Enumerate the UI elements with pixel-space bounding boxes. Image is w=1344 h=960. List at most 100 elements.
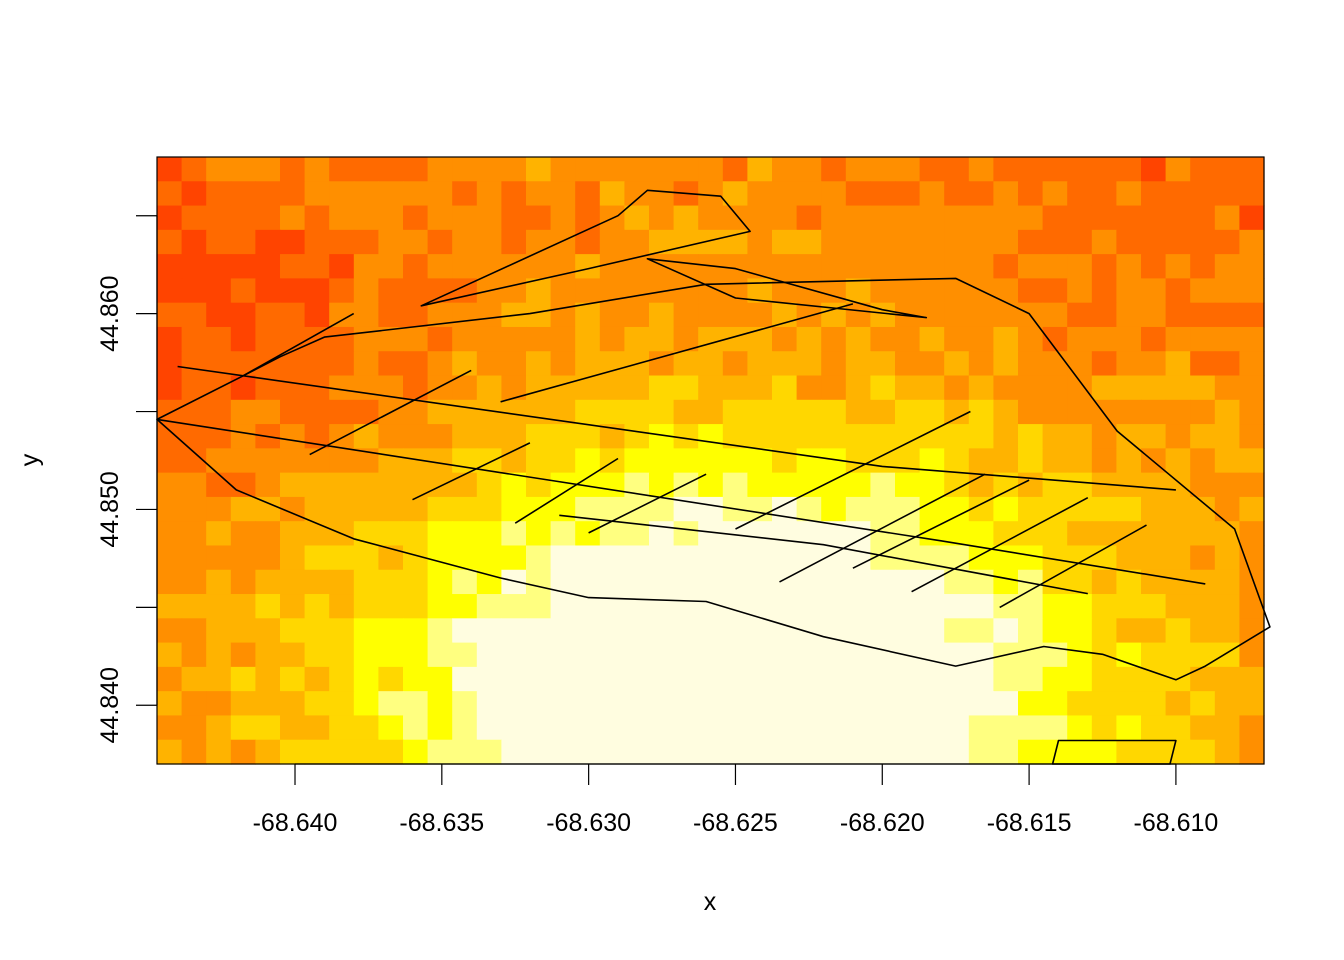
raster-cell: [1190, 521, 1216, 547]
raster-cell: [722, 302, 748, 328]
raster-cell: [353, 375, 379, 401]
raster-cell: [722, 254, 748, 279]
raster-cell: [304, 157, 330, 182]
raster-cell: [206, 399, 232, 425]
polygon-overlay: [156, 189, 1271, 765]
raster-cell: [230, 157, 256, 182]
raster-cell: [329, 278, 355, 304]
raster-cell: [599, 326, 625, 352]
raster-cell: [476, 326, 502, 352]
raster-cell: [1141, 739, 1167, 765]
raster-cell: [255, 448, 281, 474]
raster-cell: [796, 642, 822, 668]
raster-cell: [944, 229, 970, 255]
raster-cell: [1141, 715, 1167, 741]
raster-cell: [1067, 691, 1093, 717]
raster-cell: [845, 594, 871, 619]
raster-cell: [157, 302, 183, 328]
raster-cell: [181, 545, 207, 571]
raster-cell: [206, 302, 232, 328]
raster-cell: [919, 496, 945, 522]
raster-cell: [919, 278, 945, 304]
raster-cell: [181, 351, 207, 377]
raster-cell: [968, 326, 994, 352]
raster-cell: [845, 181, 871, 207]
raster-cell: [550, 181, 576, 207]
raster-cell: [796, 229, 822, 255]
raster-cell: [575, 666, 601, 692]
raster-cell: [1116, 351, 1142, 377]
raster-cell: [968, 229, 994, 255]
raster-cell: [796, 326, 822, 352]
raster-cell: [821, 496, 847, 522]
raster-cell: [821, 424, 847, 449]
raster-cell: [280, 642, 306, 668]
raster-cell: [1239, 375, 1265, 401]
raster-cell: [772, 229, 798, 255]
raster-cell: [993, 739, 1019, 765]
raster-cell: [649, 448, 675, 474]
raster-cell: [1214, 181, 1240, 207]
raster-cell: [403, 618, 429, 644]
raster-cell: [353, 496, 379, 522]
raster-cell: [698, 326, 724, 352]
raster-cell: [1141, 642, 1167, 668]
raster-cell: [181, 666, 207, 692]
raster-cell: [747, 181, 773, 207]
raster-cell: [821, 472, 847, 498]
raster-cell: [698, 691, 724, 717]
raster-cell: [157, 278, 183, 304]
raster-cell: [206, 618, 232, 644]
raster-cell: [550, 157, 576, 182]
raster-cell: [599, 666, 625, 692]
raster-cell: [1091, 351, 1117, 377]
raster-cell: [1018, 205, 1044, 231]
raster-cell: [796, 666, 822, 692]
raster-cell: [1116, 375, 1142, 401]
raster-cell: [1067, 496, 1093, 522]
raster-cell: [944, 326, 970, 352]
raster-cell: [845, 229, 871, 255]
raster-cell: [993, 618, 1019, 644]
raster-cell: [1091, 326, 1117, 352]
raster-cell: [944, 399, 970, 425]
raster-cell: [427, 326, 453, 352]
raster-cell: [944, 618, 970, 644]
raster-cell: [255, 496, 281, 522]
raster-cell: [747, 448, 773, 474]
raster-cell: [624, 569, 650, 595]
raster-cell: [403, 594, 429, 619]
raster-cell: [599, 399, 625, 425]
raster-cell: [1190, 424, 1216, 449]
raster-cell: [673, 521, 699, 547]
raster-cell: [304, 545, 330, 571]
raster-cell: [624, 691, 650, 717]
raster-cell: [1165, 618, 1191, 644]
raster-cell: [673, 351, 699, 377]
raster-cell: [1067, 715, 1093, 741]
raster-cell: [230, 424, 256, 449]
raster-cell: [206, 545, 232, 571]
raster-cell: [1239, 302, 1265, 328]
raster-cell: [329, 715, 355, 741]
raster-cell: [181, 618, 207, 644]
raster-cell: [304, 399, 330, 425]
raster-cell: [722, 157, 748, 182]
raster-cell: [772, 545, 798, 571]
raster-cell: [157, 715, 183, 741]
raster-cell: [1239, 326, 1265, 352]
raster-cell: [1116, 618, 1142, 644]
raster-cell: [1141, 326, 1167, 352]
raster-cell: [280, 375, 306, 401]
raster-cell: [550, 569, 576, 595]
raster-cell: [1018, 521, 1044, 547]
raster-cell: [944, 375, 970, 401]
raster-cell: [575, 618, 601, 644]
raster-cell: [206, 157, 232, 182]
raster-cell: [1214, 399, 1240, 425]
raster-cell: [1214, 205, 1240, 231]
raster-cell: [919, 594, 945, 619]
raster-cell: [304, 642, 330, 668]
raster-cell: [649, 594, 675, 619]
raster-cell: [157, 424, 183, 449]
